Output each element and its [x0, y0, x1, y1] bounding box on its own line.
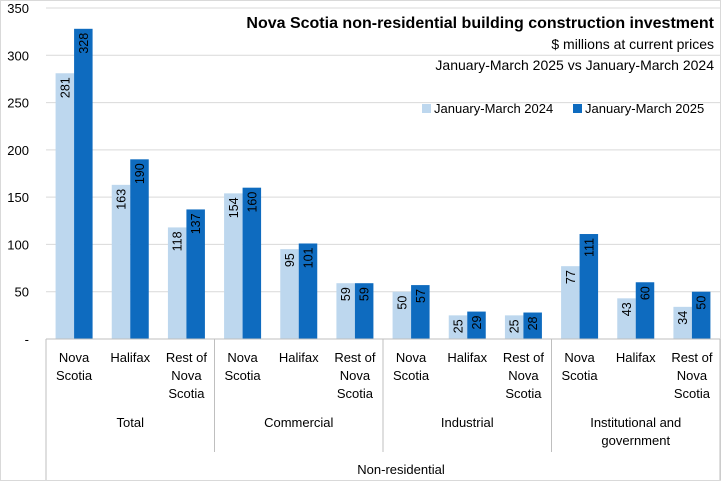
legend-label-2024: January-March 2024 [434, 101, 553, 116]
group-label: Commercial [264, 415, 333, 430]
category-label: Nova [59, 350, 90, 365]
bar-2024 [448, 315, 468, 339]
category-label: Nova [227, 350, 258, 365]
category-label: Halifax [110, 350, 150, 365]
bar-2024 [167, 227, 187, 339]
data-label: 328 [77, 33, 91, 54]
category-label: Scotia [225, 368, 262, 383]
y-tick-label: 250 [7, 96, 29, 111]
data-label: 59 [339, 287, 353, 301]
bars: 281 163 118 154 95 59 50 25 25 77 43 34 328 190 137 160… [55, 28, 711, 340]
bar-2025 [298, 243, 318, 339]
category-label: Halifax [616, 350, 656, 365]
chart-subtitle-units: $ millions at current prices [551, 36, 714, 52]
data-label: 154 [227, 197, 241, 218]
y-tick-label: 350 [7, 1, 29, 16]
y-tick-label: 200 [7, 143, 29, 158]
gridlines [46, 7, 720, 293]
bar-2024 [55, 73, 75, 340]
y-tick-label: 50 [15, 285, 29, 300]
category-label: Rest of [334, 350, 376, 365]
category-label: Scotia [168, 386, 205, 401]
data-label: 57 [414, 289, 428, 303]
data-label: 101 [302, 247, 316, 268]
category-label: Scotia [562, 368, 599, 383]
data-label: 34 [676, 311, 690, 325]
bar-2024 [111, 184, 131, 339]
bar-2025 [579, 234, 599, 339]
chart-title: Nova Scotia non-residential building con… [246, 15, 714, 32]
category-label: Nova [564, 350, 595, 365]
bar-2025 [523, 312, 542, 339]
data-label: 60 [639, 286, 653, 300]
category-label: Rest of [503, 350, 545, 365]
category-label: Halifax [447, 350, 487, 365]
category-label: Nova [340, 368, 371, 383]
category-label: Nova [396, 350, 427, 365]
data-label: 28 [526, 316, 540, 330]
bar-2024 [336, 283, 355, 339]
bar-2025 [186, 209, 205, 339]
y-tick-label: 300 [7, 48, 29, 63]
data-label: 111 [582, 238, 596, 257]
y-tick-label: 100 [7, 237, 29, 252]
group-label: Institutional and [590, 415, 681, 430]
x-axis: Nova Scotia Halifax Rest of Nova Scotia Nova Sc… [45, 338, 721, 480]
bar-2024 [504, 315, 524, 339]
data-label: 118 [171, 231, 185, 251]
data-label: 25 [452, 319, 466, 333]
bar-2025 [411, 285, 430, 339]
data-label: 43 [620, 302, 634, 316]
data-label: 50 [395, 296, 409, 310]
category-label: Scotia [505, 386, 542, 401]
bar-2025 [635, 282, 655, 339]
data-label: 77 [564, 270, 578, 284]
bar-2024 [392, 291, 412, 339]
bar-2024 [280, 249, 299, 339]
bar-2025 [467, 311, 486, 339]
bar-2025 [354, 283, 374, 339]
data-label: 281 [58, 77, 72, 98]
y-tick-label: - [25, 332, 29, 347]
category-label: Nova [508, 368, 539, 383]
bar-2024 [224, 193, 243, 339]
data-label: 59 [358, 287, 372, 301]
legend-label-2025: January-March 2025 [585, 101, 704, 116]
y-tick-label: 150 [7, 190, 29, 205]
bar-2025 [691, 291, 711, 339]
category-label: Scotia [337, 386, 374, 401]
group-label: government [601, 433, 670, 448]
data-label: 160 [245, 192, 259, 213]
category-label: Scotia [393, 368, 430, 383]
data-label: 95 [283, 253, 297, 267]
legend-swatch-2024 [422, 104, 431, 113]
y-axis: - 50 100 150 200 250 300 350 [7, 1, 29, 347]
bar-2024 [617, 298, 636, 339]
chart-subtitle-period: January-March 2025 vs January-March 2024 [435, 57, 714, 73]
data-label: 163 [115, 189, 129, 210]
bar-2025 [74, 28, 93, 339]
category-label: Halifax [279, 350, 319, 365]
group-label: Total [117, 415, 145, 430]
bar-2024 [561, 266, 580, 339]
data-label: 190 [133, 163, 147, 184]
data-label: 25 [508, 319, 522, 333]
category-label: Scotia [56, 368, 93, 383]
data-label: 50 [695, 296, 709, 310]
category-label: Nova [677, 368, 708, 383]
bar-2024 [673, 306, 692, 339]
data-label: 137 [189, 213, 203, 234]
category-label: Rest of [166, 350, 208, 365]
legend-swatch-2025 [573, 104, 582, 113]
data-label: 29 [470, 316, 484, 330]
group-label: Industrial [441, 415, 494, 430]
category-label: Scotia [674, 386, 711, 401]
legend: January-March 2024 January-March 2025 [422, 101, 704, 116]
category-label: Rest of [671, 350, 713, 365]
category-label: Nova [171, 368, 202, 383]
supergroup-label: Non-residential [357, 462, 445, 477]
bar-2025 [130, 159, 149, 339]
bar-2025 [242, 187, 262, 339]
